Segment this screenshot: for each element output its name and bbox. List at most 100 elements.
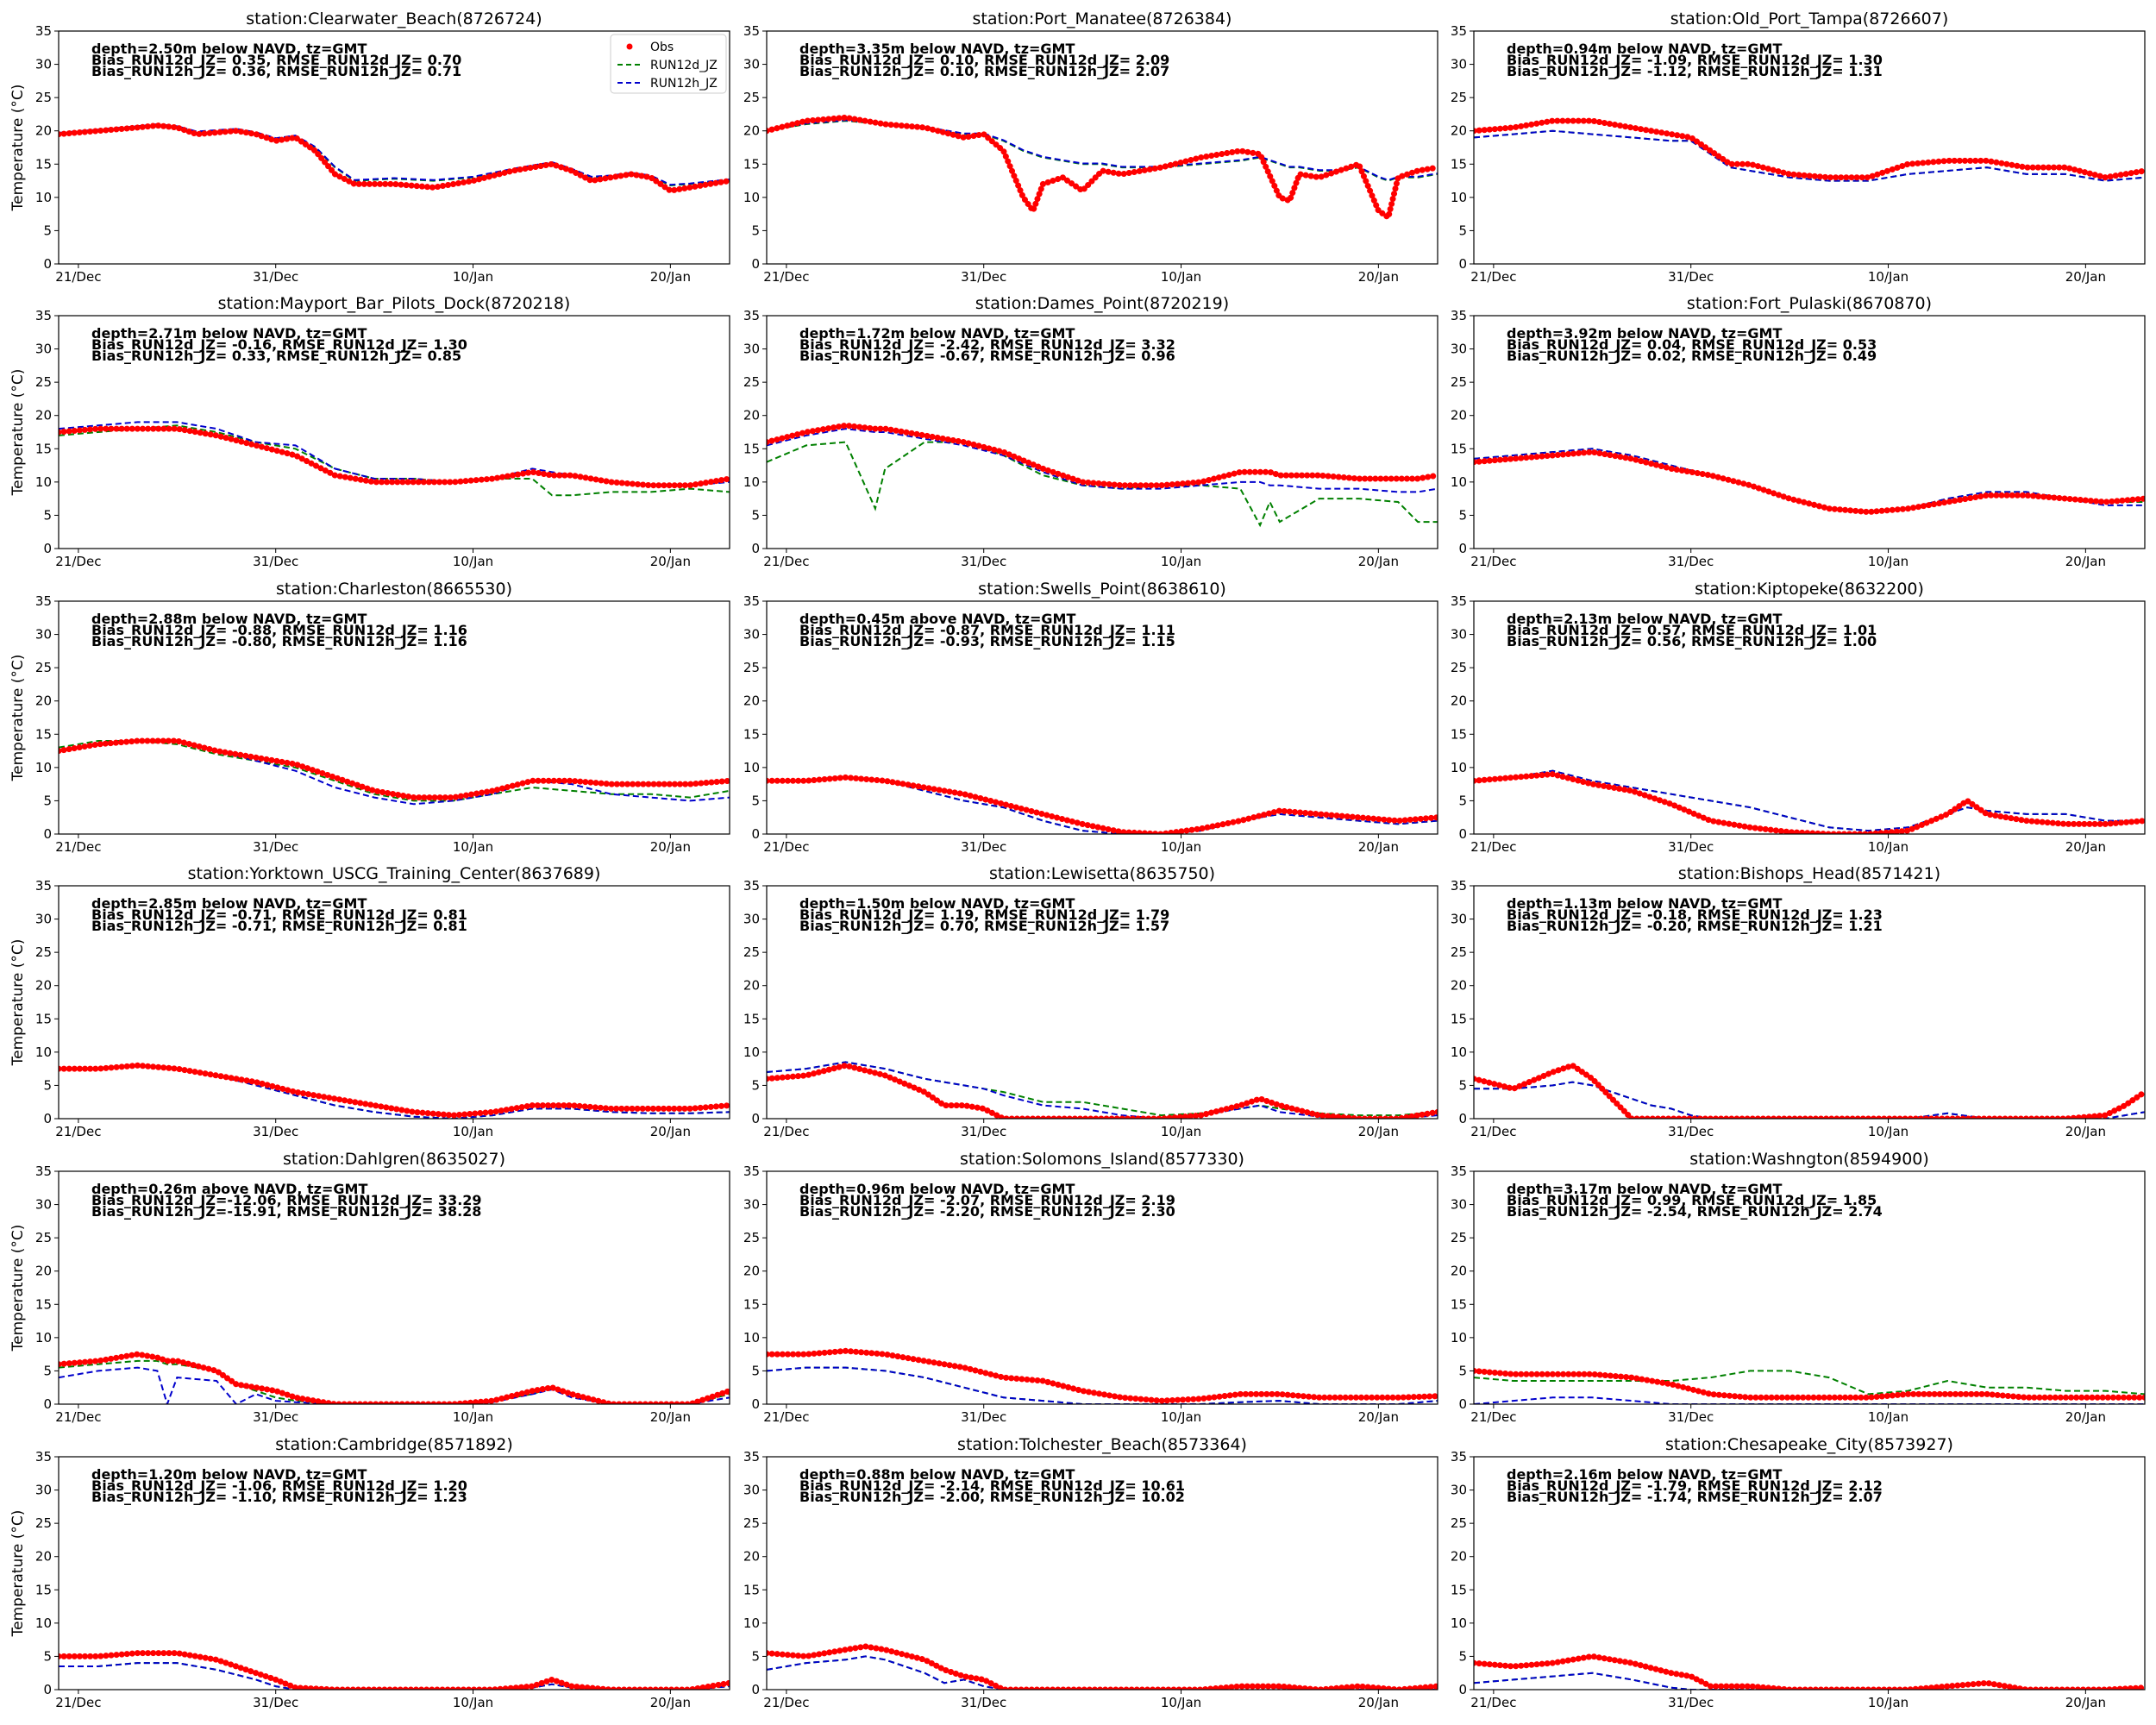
panel-title: station:Chesapeake_City(8573927) xyxy=(1665,1435,1953,1454)
plot-frame xyxy=(58,885,730,1120)
series-obs xyxy=(1474,117,2145,181)
x-tick-label: 10/Jan xyxy=(453,269,493,285)
x-tick-label: 31/Dec xyxy=(1668,269,1714,285)
y-tick-label: 0 xyxy=(43,541,52,556)
y-tick-label: 25 xyxy=(743,374,760,390)
y-tick-label: 5 xyxy=(1458,507,1467,523)
plot-frame xyxy=(766,315,1438,549)
y-tick-label: 10 xyxy=(743,1044,760,1060)
y-tick-label: 20 xyxy=(743,693,760,709)
panel-title: station:Dames_Point(8720219) xyxy=(975,294,1229,313)
stats-line-1: depth=2.16m below NAVD, tz=GMT xyxy=(1507,1466,1782,1483)
y-axis-label: Temperature (°C) xyxy=(9,1225,27,1352)
series-group xyxy=(767,114,1438,221)
plot-frame xyxy=(1473,885,2146,1120)
y-tick-label: 5 xyxy=(1458,1363,1467,1378)
stats-line-1: depth=3.92m below NAVD, tz=GMT xyxy=(1507,325,1782,342)
y-axis-label: Temperature (°C) xyxy=(9,85,27,212)
y-tick-label: 5 xyxy=(1458,1077,1467,1093)
y-tick-label: 25 xyxy=(743,90,760,105)
y-tick-label: 30 xyxy=(1451,912,1467,927)
x-tick-label: 31/Dec xyxy=(1668,1409,1714,1425)
plot-frame xyxy=(58,1170,730,1405)
series-obs xyxy=(767,1347,1438,1404)
stats-line-2: Bias_RUN12d_JZ= -0.18, RMSE_RUN12d_JZ= 1… xyxy=(1507,906,1883,923)
y-tick-label: 20 xyxy=(743,408,760,423)
stats-line-3: Bias_RUN12h_JZ=-15.91, RMSE_RUN12h_JZ= 3… xyxy=(91,1203,481,1220)
y-tick-label: 35 xyxy=(1451,1164,1467,1179)
y-tick-label: 0 xyxy=(751,1682,760,1697)
x-tick-label: 21/Dec xyxy=(1470,554,1516,569)
panel-title: station:Port_Manatee(8726384) xyxy=(973,9,1232,28)
stats-line-1: depth=0.26m above NAVD, tz=GMT xyxy=(91,1181,367,1197)
series-obs xyxy=(767,1643,1438,1690)
stats-line-2: Bias_RUN12d_JZ= -0.88, RMSE_RUN12d_JZ= 1… xyxy=(91,622,467,638)
x-tick-label: 10/Jan xyxy=(1161,1409,1201,1425)
stats-line-3: Bias_RUN12h_JZ= -0.20, RMSE_RUN12h_JZ= 1… xyxy=(1507,918,1883,934)
x-tick-label: 31/Dec xyxy=(253,269,298,285)
series-run12h xyxy=(1474,769,2145,832)
panel-16: station:Cambridge(8571892) 0 5 10 15 20 25 30 35… xyxy=(9,1435,730,1710)
y-tick-label: 0 xyxy=(751,256,760,272)
y-tick-label: 10 xyxy=(743,760,760,775)
y-tick-label: 20 xyxy=(743,1264,760,1279)
y-tick-label: 20 xyxy=(1451,1549,1467,1565)
y-tick-label: 30 xyxy=(1451,1197,1467,1213)
series-run12d xyxy=(1474,1081,2145,1119)
stats-line-2: Bias_RUN12d_JZ=-12.06, RMSE_RUN12d_JZ= 3… xyxy=(91,1192,482,1208)
stats-line-1: depth=2.13m below NAVD, tz=GMT xyxy=(1507,611,1782,627)
y-tick-label: 0 xyxy=(751,541,760,556)
y-tick-label: 20 xyxy=(1451,693,1467,709)
y-tick-label: 35 xyxy=(1451,878,1467,894)
y-tick-label: 10 xyxy=(743,190,760,205)
series-group xyxy=(59,737,730,806)
plot-frame xyxy=(58,1456,730,1690)
y-tick-label: 10 xyxy=(35,1615,52,1631)
series-obs xyxy=(1474,1062,2145,1119)
y-tick-label: 20 xyxy=(35,693,52,709)
y-tick-label: 30 xyxy=(1451,57,1467,72)
y-tick-label: 35 xyxy=(1451,308,1467,323)
series-group xyxy=(1474,1062,2145,1119)
y-axis-label: Temperature (°C) xyxy=(9,1510,27,1638)
panel-7: station:Charleston(8665530) 0 5 10 15 20 25 30 3… xyxy=(9,580,730,855)
x-tick-label: 21/Dec xyxy=(55,1695,101,1710)
y-tick-label: 5 xyxy=(751,1363,760,1378)
stats-line-2: Bias_RUN12d_JZ= 0.04, RMSE_RUN12d_JZ= 0.… xyxy=(1507,336,1877,353)
y-tick-label: 10 xyxy=(743,474,760,490)
panel-18: station:Chesapeake_City(8573927) 0 5 10 15 20… xyxy=(1451,1435,2146,1710)
panel-14: station:Solomons_Island(8577330) 0 5 10 15 20… xyxy=(743,1150,1438,1425)
y-tick-label: 15 xyxy=(35,1296,52,1312)
y-tick-label: 0 xyxy=(1458,1111,1467,1126)
stats-line-3: Bias_RUN12h_JZ= 0.02, RMSE_RUN12h_JZ= 0.… xyxy=(1507,348,1877,364)
series-group xyxy=(1474,769,2145,834)
y-tick-label: 5 xyxy=(43,1648,52,1664)
y-tick-label: 5 xyxy=(751,1648,760,1664)
series-group xyxy=(59,122,730,194)
y-tick-label: 10 xyxy=(35,474,52,490)
y-tick-label: 20 xyxy=(35,1264,52,1279)
y-tick-label: 20 xyxy=(743,1549,760,1565)
series-group xyxy=(59,1351,730,1404)
y-tick-label: 30 xyxy=(35,57,52,72)
legend-label: RUN12d_JZ xyxy=(650,59,718,72)
series-obs xyxy=(767,774,1438,834)
series-run12h xyxy=(1474,129,2145,182)
stats-line-3: Bias_RUN12h_JZ= -0.71, RMSE_RUN12h_JZ= 0… xyxy=(91,918,467,934)
plot-frame xyxy=(58,315,730,549)
panel-title: station:Old_Port_Tampa(8726607) xyxy=(1670,9,1949,28)
y-tick-label: 25 xyxy=(1451,944,1467,960)
stats-line-3: Bias_RUN12h_JZ= 0.33, RMSE_RUN12h_JZ= 0.… xyxy=(91,348,461,364)
x-tick-label: 31/Dec xyxy=(961,554,1006,569)
y-tick-label: 5 xyxy=(43,1077,52,1093)
y-tick-label: 15 xyxy=(743,156,760,172)
plot-frame xyxy=(1473,600,2146,835)
x-tick-label: 21/Dec xyxy=(763,1409,809,1425)
stats-line-3: Bias_RUN12h_JZ= -0.93, RMSE_RUN12h_JZ= 1… xyxy=(799,633,1175,649)
legend-box xyxy=(610,34,727,94)
y-tick-label: 30 xyxy=(35,342,52,357)
y-tick-label: 35 xyxy=(35,1164,52,1179)
y-tick-label: 5 xyxy=(43,507,52,523)
y-tick-label: 25 xyxy=(1451,660,1467,675)
y-tick-label: 0 xyxy=(1458,826,1467,842)
